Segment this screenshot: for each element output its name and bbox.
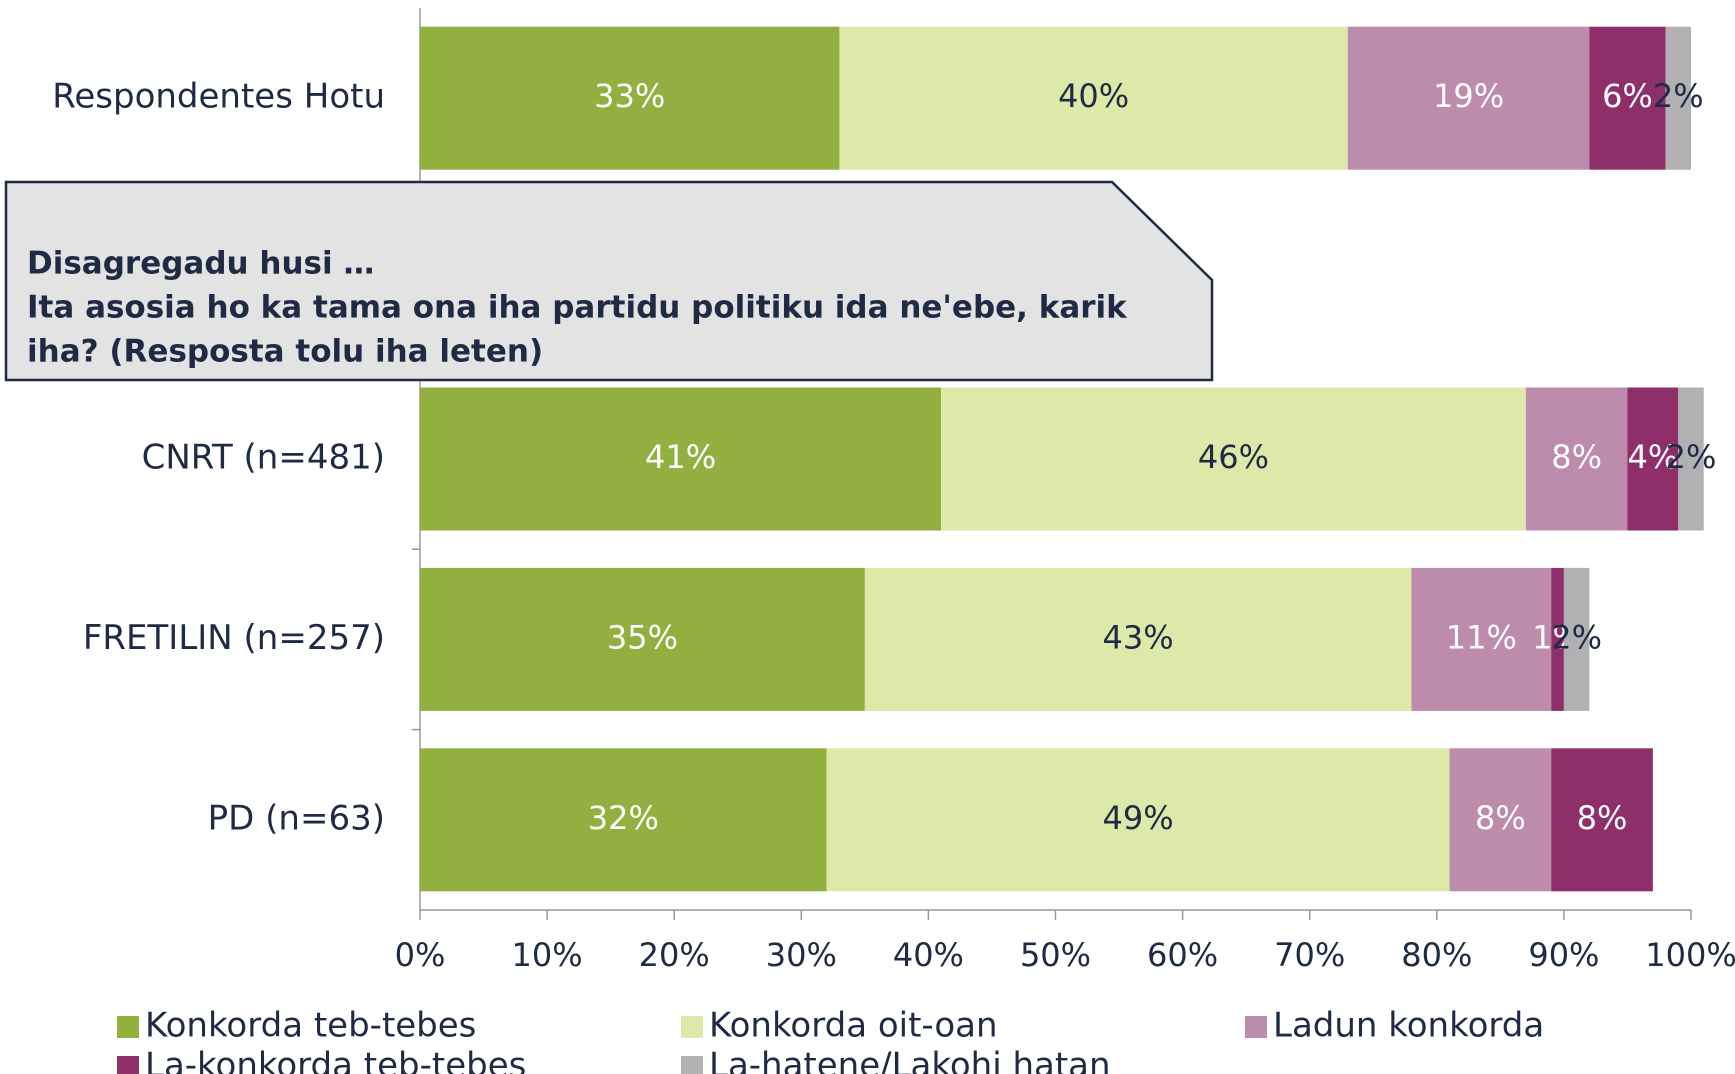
x-tick-label: 0% (395, 936, 446, 974)
x-tick-label: 10% (512, 936, 583, 974)
value-label: 19% (1433, 77, 1504, 115)
value-label: 2% (1551, 618, 1602, 656)
legend-swatch (681, 1056, 703, 1074)
category-label: CNRT (n=481) (142, 438, 385, 478)
value-label: 6% (1602, 77, 1653, 115)
category-label: Respondentes Hotu (52, 77, 385, 117)
x-tick-label: 60% (1147, 936, 1218, 974)
legend-swatch (1245, 1016, 1267, 1038)
bar-segment (420, 567, 865, 711)
legend-label: Konkorda oit-oan (709, 1006, 998, 1046)
value-label: 11% (1446, 618, 1517, 656)
bar-segment (1678, 387, 1704, 531)
bar-segment (839, 26, 1348, 170)
bar-segment (1627, 387, 1679, 531)
x-tick-label: 90% (1528, 936, 1599, 974)
bar-segment (1563, 567, 1590, 711)
bar-segment (1449, 748, 1552, 892)
bar-segment (1551, 748, 1653, 892)
legend-label: La-konkorda teb-tebes (145, 1046, 526, 1074)
x-tick-label: 70% (1274, 936, 1345, 974)
value-label: 8% (1551, 438, 1602, 476)
x-tick-label: 50% (1020, 936, 1091, 974)
value-label: 35% (607, 618, 678, 656)
annotation-line: iha? (Resposta tolu iha leten) (27, 334, 543, 370)
value-label: 41% (645, 438, 716, 476)
bar-segment (420, 26, 840, 170)
legend-swatch (681, 1016, 703, 1038)
value-label: 49% (1103, 799, 1174, 837)
bar-segment (1589, 26, 1666, 170)
value-label: 33% (594, 77, 665, 115)
annotation-line: Ita asosia ho ka tama ona iha partidu po… (27, 290, 1128, 326)
value-label: 40% (1058, 77, 1129, 115)
bar-segment (864, 567, 1412, 711)
bar-segment (420, 387, 942, 531)
annotation-line: Disagregadu husi … (27, 246, 374, 282)
value-label: 2% (1653, 77, 1704, 115)
callout-box (4, 180, 1214, 382)
category-label: FRETILIN (n=257) (83, 618, 385, 658)
x-tick-label: 100% (1645, 936, 1735, 974)
bar-segment (1665, 26, 1691, 170)
bar-segment (420, 748, 827, 892)
bar-segment (1525, 387, 1628, 531)
x-tick-label: 80% (1401, 936, 1472, 974)
bar-segment (1347, 26, 1590, 170)
legend-label: La-hatene/Lakohi hatan (709, 1046, 1111, 1074)
x-tick-label: 20% (639, 936, 710, 974)
bar-segment (1411, 567, 1552, 711)
legend-swatch (117, 1016, 139, 1038)
value-label: 8% (1475, 799, 1526, 837)
value-label: 4% (1627, 438, 1678, 476)
bar-segment (826, 748, 1450, 892)
value-label: 43% (1103, 618, 1174, 656)
legend-swatch (117, 1056, 139, 1074)
legend-label: Ladun konkorda (1273, 1006, 1544, 1046)
legend-label: Konkorda teb-tebes (145, 1006, 476, 1046)
value-label: 2% (1666, 438, 1717, 476)
bar-segment (1551, 567, 1564, 711)
bar-segment (941, 387, 1526, 531)
x-tick-label: 40% (893, 936, 964, 974)
value-label: 32% (588, 799, 659, 837)
category-label: PD (n=63) (208, 798, 385, 838)
value-label: 8% (1577, 799, 1628, 837)
value-label: 46% (1198, 438, 1269, 476)
x-tick-label: 30% (766, 936, 837, 974)
